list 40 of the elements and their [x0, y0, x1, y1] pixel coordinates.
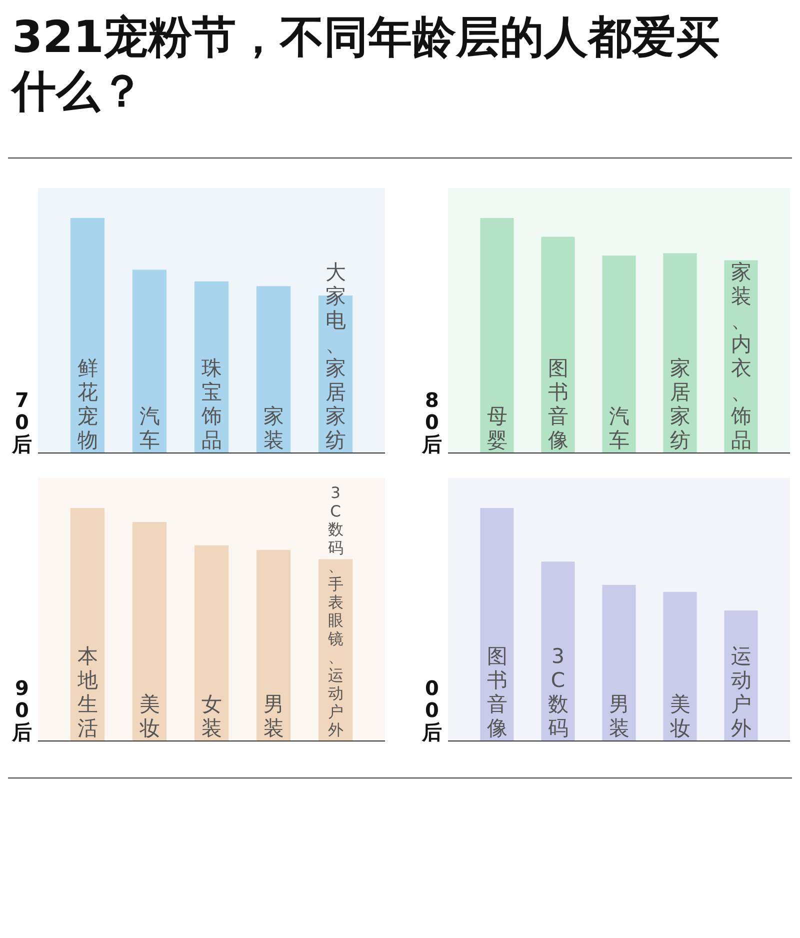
bar [480, 218, 514, 453]
y-axis-title: 80后 [421, 388, 442, 456]
x-tick-label: 家装、内衣、饰品 [730, 260, 752, 452]
x-tick-label: 大家电、家居家纺 [326, 260, 346, 452]
y-axis-title: 70后 [11, 388, 32, 456]
bar [663, 592, 697, 741]
bar [602, 584, 636, 741]
bar [70, 508, 105, 741]
x-tick-label: 图书音像 [486, 644, 507, 740]
x-tick-label: 鲜花宠物 [77, 356, 98, 452]
x-tick-label: 图书音像 [548, 356, 568, 452]
bar [480, 508, 514, 741]
x-tick-label: 母婴 [486, 404, 507, 452]
y-axis-title: 00后 [421, 676, 442, 744]
x-tick-label: 家装 [264, 404, 284, 452]
bar [541, 236, 575, 453]
chart-title: 321宠粉节，不同年龄层的人都爱买什么？ [10, 12, 720, 117]
x-tick-label: 男装 [609, 692, 629, 740]
x-tick-label: 汽车 [609, 404, 629, 452]
bar [602, 256, 636, 453]
bar [132, 270, 167, 453]
x-tick-label: 运动户外 [731, 644, 752, 740]
x-tick-label: 本地生活 [76, 644, 98, 740]
x-tick-label: 美妆 [139, 692, 160, 740]
bar [663, 253, 697, 453]
bar [256, 286, 291, 453]
bar [70, 218, 105, 453]
bar [541, 562, 575, 741]
category-label: 3C数码、手表眼镜、运动户外 [328, 484, 344, 739]
x-tick-label: 3C数码 [548, 644, 568, 740]
x-tick-label: 珠宝饰品 [200, 356, 222, 452]
x-tick-label: 汽车 [139, 404, 160, 452]
bar [194, 545, 229, 741]
x-tick-label: 美妆 [670, 692, 690, 740]
y-axis-title: 90后 [11, 676, 32, 744]
x-tick-label: 家居家纺 [670, 356, 690, 452]
bar [132, 522, 167, 741]
x-tick-label: 男装 [264, 692, 284, 740]
bar [256, 550, 291, 741]
x-tick-label: 女装 [202, 692, 222, 740]
